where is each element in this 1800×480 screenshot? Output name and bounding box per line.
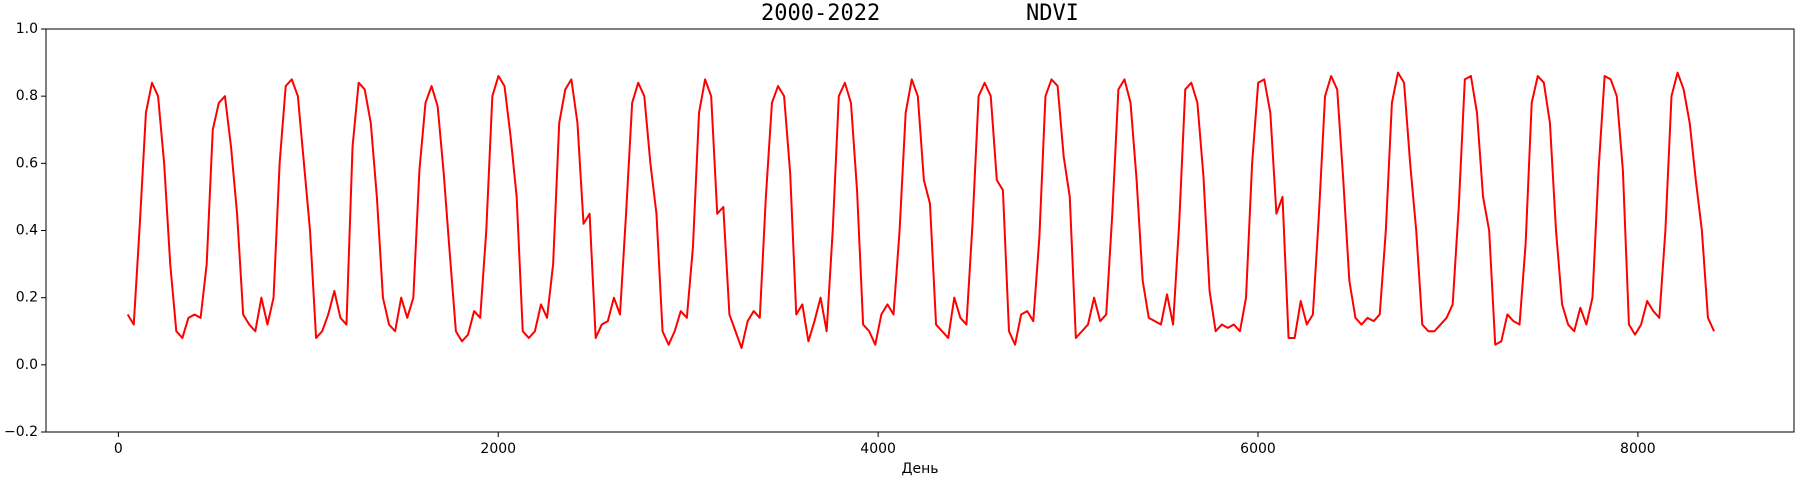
y-tick-label: 1.0 <box>16 21 38 37</box>
y-tick-label: −0.2 <box>4 424 38 440</box>
y-tick-label: 0.4 <box>16 223 38 239</box>
y-tick-label: 0.0 <box>16 357 38 373</box>
chart-title: 2000-2022 NDVI <box>761 1 1079 26</box>
x-tick-label: 8000 <box>1620 441 1656 457</box>
y-tick-label: 0.2 <box>16 290 38 306</box>
x-axis-label: День <box>902 461 939 477</box>
x-tick-label: 0 <box>114 441 123 457</box>
plot-frame <box>45 28 1795 433</box>
x-tick-label: 6000 <box>1240 441 1276 457</box>
y-tick-label: 0.8 <box>16 88 38 104</box>
y-tick-label: 0.6 <box>16 155 38 171</box>
data-line <box>126 71 1715 350</box>
x-tick-label: 2000 <box>480 441 516 457</box>
x-tick-label: 4000 <box>860 441 896 457</box>
